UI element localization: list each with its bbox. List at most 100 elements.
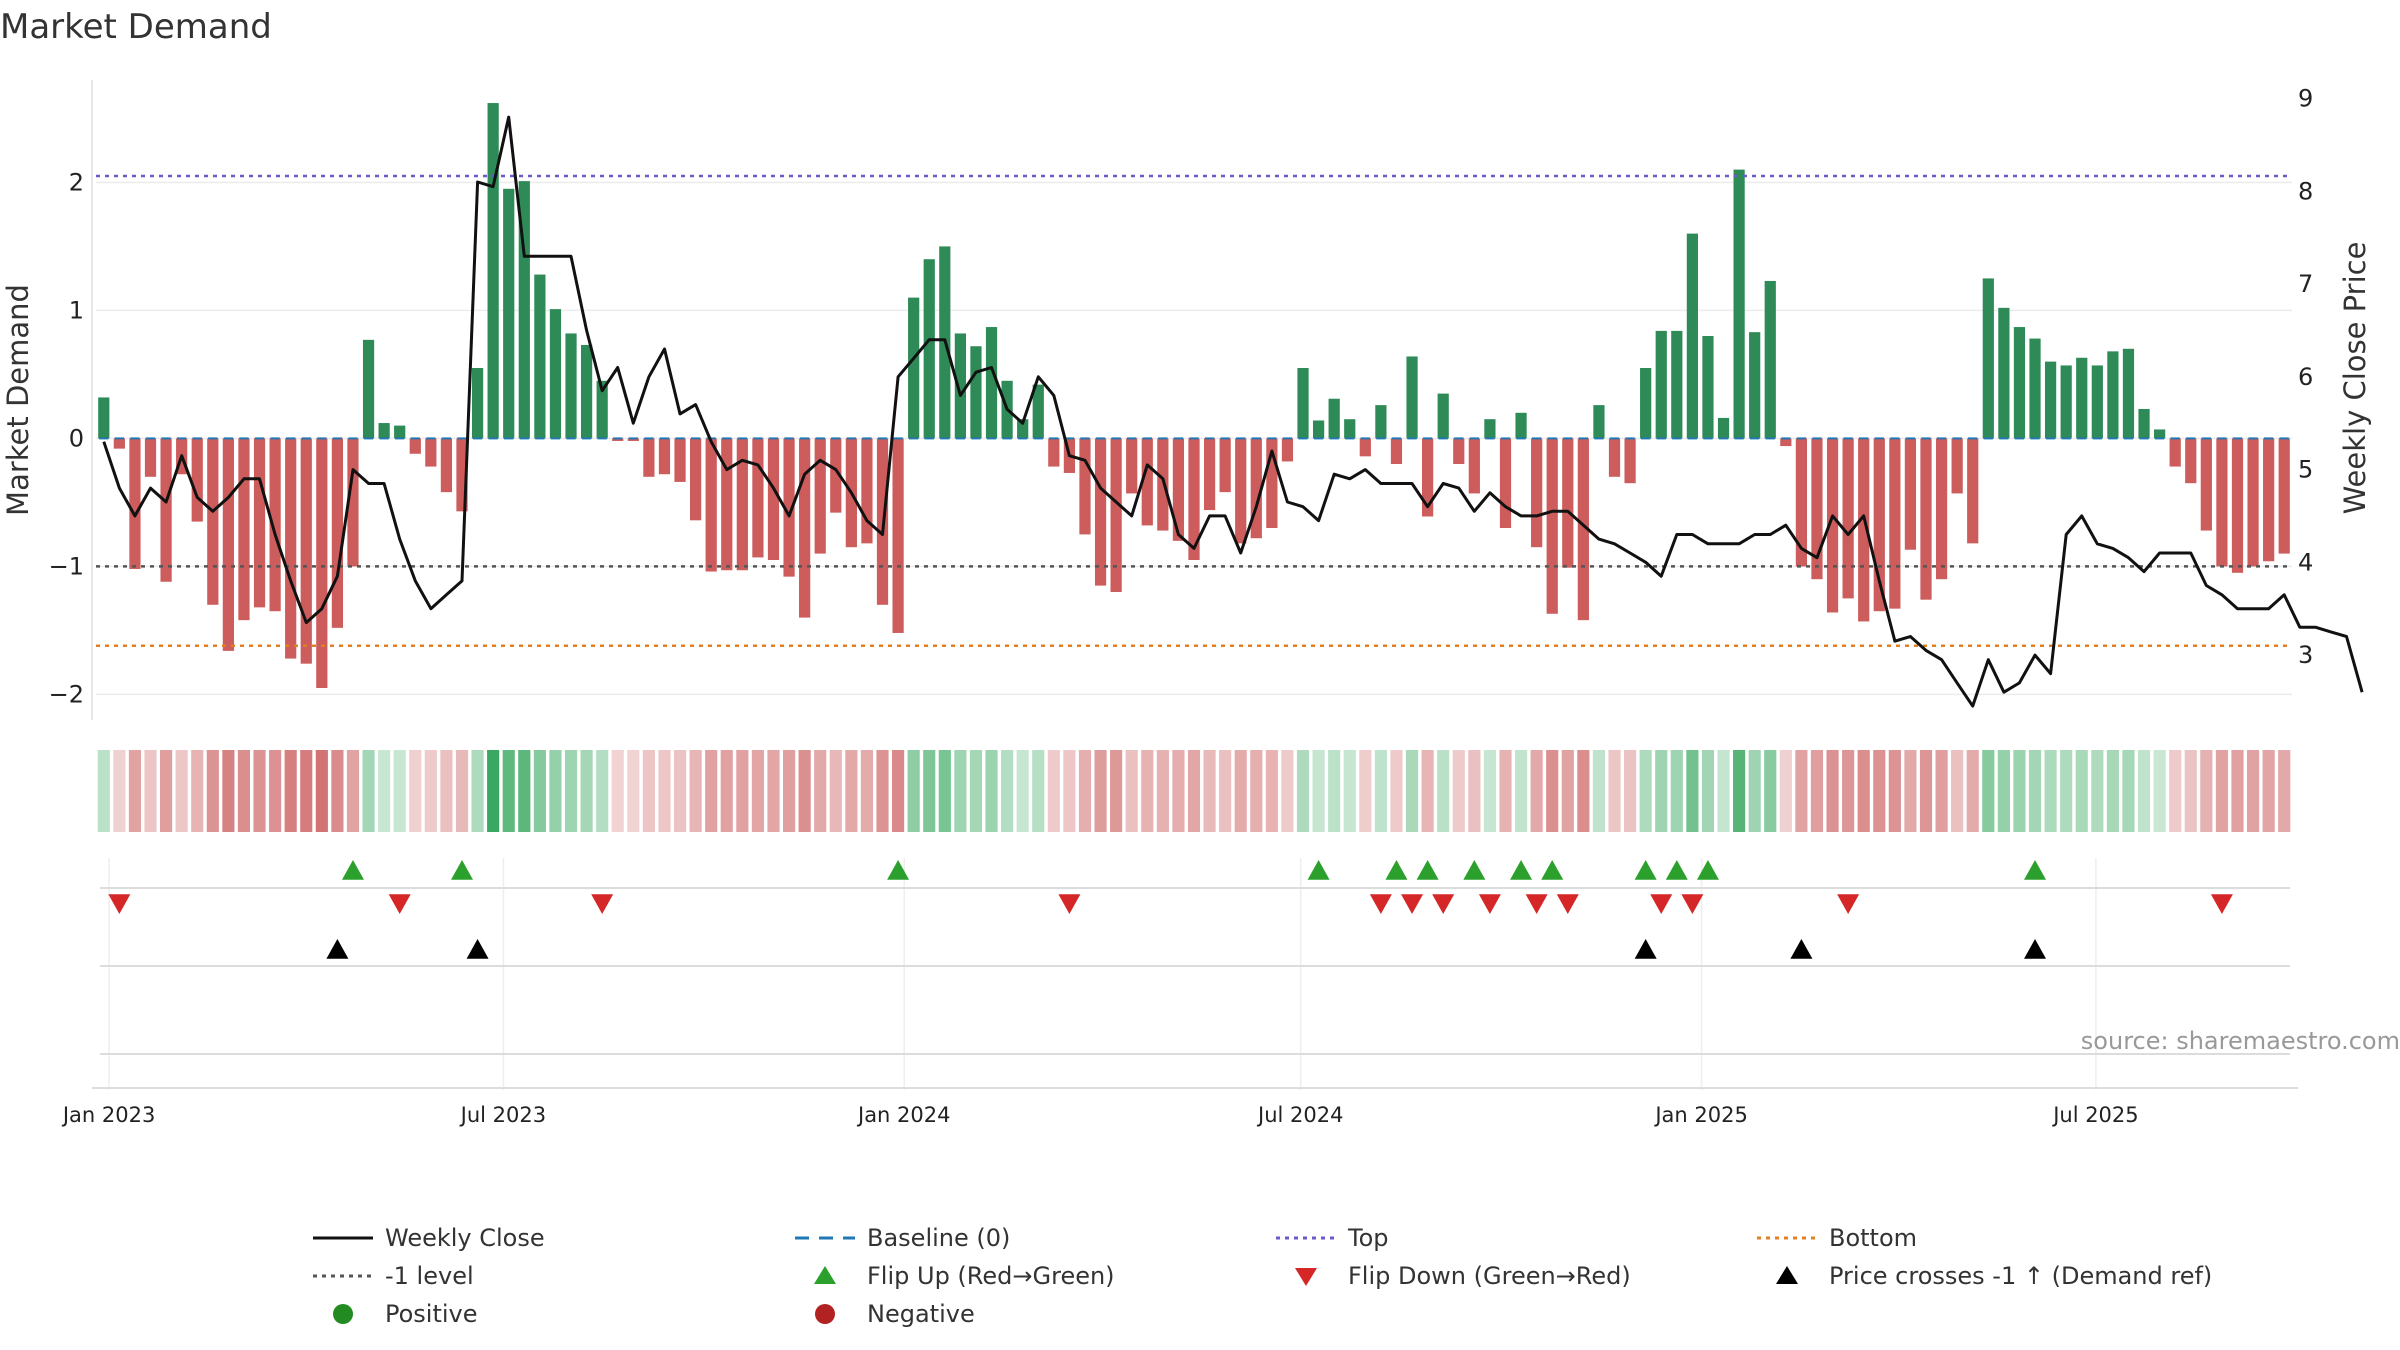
demand-bar xyxy=(2231,438,2244,573)
legend-item: Price crosses -1 ↑ (Demand ref) xyxy=(1776,1262,2212,1290)
demand-bar xyxy=(1998,307,2010,439)
demand-bar xyxy=(129,438,141,569)
demand-bar xyxy=(222,438,234,651)
heat-cell xyxy=(1001,750,1014,832)
demand-bar xyxy=(2247,438,2259,567)
demand-bar xyxy=(830,438,842,513)
heat-cell xyxy=(2028,750,2042,832)
heat-cell xyxy=(1842,750,1855,832)
demand-bar xyxy=(1235,438,1247,544)
demand-bar xyxy=(440,438,453,493)
demand-bar xyxy=(1593,405,1605,439)
demand-bar xyxy=(1702,336,1714,439)
flip-up-marker xyxy=(341,860,364,880)
heat-cell xyxy=(1997,750,2010,832)
x-tick-label: Jan 2025 xyxy=(1653,1103,1748,1127)
demand-bar xyxy=(1359,438,1371,457)
legend-swatch-circle xyxy=(815,1304,835,1324)
demand-bar xyxy=(1422,438,1434,517)
heat-cell xyxy=(2215,750,2228,832)
legend-label: Negative xyxy=(867,1300,975,1328)
demand-bar xyxy=(191,438,203,522)
heat-cell xyxy=(1219,750,1232,832)
demand-bar xyxy=(1749,332,1761,439)
heat-cell xyxy=(1982,750,1995,832)
demand-bar xyxy=(2044,361,2057,439)
heat-cell xyxy=(2091,750,2104,832)
heat-cell xyxy=(1312,750,1325,832)
demand-bar xyxy=(1515,412,1527,439)
demand-bar xyxy=(1017,419,1029,439)
heat-cell xyxy=(1452,750,1465,832)
marker-gridlines xyxy=(92,858,2298,1090)
demand-bar xyxy=(2013,327,2026,439)
legend-swatch-triangle-up xyxy=(1776,1266,1798,1284)
demand-bar xyxy=(207,438,219,605)
left-tick-label: 2 xyxy=(69,168,84,196)
demand-bar xyxy=(814,438,826,554)
flip-down-marker xyxy=(1556,894,1579,914)
demand-bar xyxy=(908,297,920,439)
heat-cell xyxy=(1390,750,1403,832)
demand-bar xyxy=(736,438,748,571)
demand-bars xyxy=(98,103,2290,688)
demand-bar xyxy=(1655,330,1667,439)
heat-cell xyxy=(1016,750,1029,832)
demand-bar xyxy=(253,438,266,608)
demand-bar xyxy=(347,438,359,567)
heat-cell xyxy=(1296,750,1310,832)
heat-cell xyxy=(1733,750,1746,832)
heat-cell xyxy=(2153,750,2166,832)
demand-bar xyxy=(1935,438,1948,580)
demand-bar xyxy=(1375,405,1387,439)
heat-cell xyxy=(892,750,905,832)
demand-bar xyxy=(970,346,982,439)
heat-cell xyxy=(1951,750,1964,832)
heat-cell xyxy=(720,750,733,832)
heat-cell xyxy=(1514,750,1528,832)
heat-cell xyxy=(331,750,344,832)
legend-swatch-triangle-up xyxy=(814,1266,836,1284)
demand-bar xyxy=(1671,330,1683,439)
heat-cell xyxy=(518,750,531,832)
right-tick-label: 5 xyxy=(2298,456,2313,484)
demand-bar xyxy=(861,438,873,544)
demand-bar xyxy=(1141,438,1153,526)
demand-bar xyxy=(549,309,562,439)
demand-bar xyxy=(2122,348,2135,439)
demand-bar xyxy=(2216,438,2228,567)
heat-cell xyxy=(1966,750,1979,832)
heat-cell xyxy=(705,750,718,832)
heat-cell xyxy=(751,750,764,832)
flip-down-marker xyxy=(1401,894,1424,914)
heat-cell xyxy=(2060,750,2073,832)
demand-bar xyxy=(1484,419,1496,439)
legend-item: Weekly Close xyxy=(313,1224,545,1252)
x-tick-label: Jan 2023 xyxy=(61,1103,156,1127)
x-tick-label: Jul 2025 xyxy=(2051,1103,2138,1127)
demand-bar xyxy=(1281,438,1294,462)
heat-cell xyxy=(2200,750,2213,832)
demand-bar xyxy=(954,333,966,439)
heat-cell xyxy=(845,750,858,832)
x-axis-ticks: Jan 2023 Jul 2023 Jan 2024 Jul 2024 Jan 2025… xyxy=(61,1103,2139,1127)
demand-bar xyxy=(534,274,546,439)
heat-cell xyxy=(1546,750,1559,832)
left-axis-ticks: −2 −1 0 1 2 xyxy=(49,168,84,708)
heat-cell xyxy=(1405,750,1419,832)
heat-cell xyxy=(409,750,422,832)
legend-item: Baseline (0) xyxy=(795,1224,1010,1252)
flip-down-marker xyxy=(591,894,614,914)
heat-cell xyxy=(1156,750,1169,832)
demand-bar xyxy=(892,438,904,633)
demand-bar xyxy=(752,438,764,558)
flip-down-marker xyxy=(1058,894,1081,914)
demand-bar xyxy=(627,438,639,441)
heat-cell xyxy=(113,750,126,832)
heat-cell xyxy=(1078,750,1092,832)
heat-cell xyxy=(440,750,453,832)
demand-bar xyxy=(1203,438,1216,511)
weekly-close-line xyxy=(102,115,2364,708)
heat-cell xyxy=(487,750,500,832)
demand-bar xyxy=(1889,438,1901,609)
